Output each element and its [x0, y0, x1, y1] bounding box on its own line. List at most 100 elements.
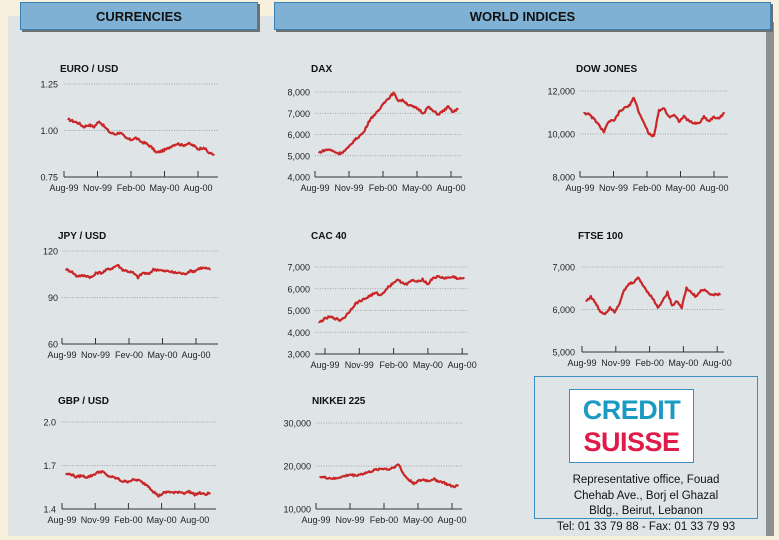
data-point: [713, 116, 715, 118]
data-point: [178, 490, 180, 493]
data-point: [628, 283, 630, 285]
data-point: [676, 300, 678, 302]
ad-address-line: Chehab Ave., Borj el Ghazal: [573, 489, 719, 502]
data-point: [354, 303, 357, 305]
data-point: [204, 493, 206, 496]
x-tick-label: Fev-00: [115, 350, 143, 360]
x-tick-label: Feb-00: [635, 358, 664, 368]
data-point: [416, 281, 419, 283]
ad-address: Representative office, Fouad Chehab Ave.…: [535, 473, 757, 535]
x-tick-label: Nov-99: [599, 183, 628, 193]
data-point: [385, 288, 388, 290]
data-point: [96, 472, 98, 474]
data-point: [688, 120, 690, 122]
y-tick-label: 5,000: [287, 151, 310, 161]
chart-title: GBP / USD: [58, 396, 109, 407]
x-tick-label: Nov-99: [81, 350, 110, 360]
data-point: [111, 267, 114, 269]
data-point: [678, 120, 680, 122]
chart-gbp-usd: GBP / USD 1.4 1.7 2.0 Aug-99 Nov-99 Feb-00 May-…: [0, 387, 250, 527]
data-point: [452, 485, 454, 488]
chart-title: NIKKEI 225: [312, 396, 366, 407]
x-tick-label: Aug-99: [310, 360, 339, 370]
data-point: [358, 473, 361, 476]
data-point: [318, 321, 320, 324]
x-tick-label: Aug-00: [180, 515, 209, 525]
data-point: [412, 482, 415, 484]
data-point: [328, 316, 331, 318]
data-point: [359, 299, 362, 302]
logo-line-credit: CREDIT: [582, 395, 681, 425]
data-point: [176, 142, 179, 145]
data-point: [432, 478, 435, 480]
data-point: [398, 463, 400, 466]
data-point: [378, 468, 380, 470]
nikkei225-svg: NIKKEI 225 10,000 20,000 30,000 Aug-99 Nov-99…: [283, 396, 466, 525]
data-point: [618, 111, 620, 114]
data-point: [208, 152, 210, 154]
y-tick-label: 3,000: [287, 350, 310, 360]
y-tick-label: 1.00: [40, 126, 58, 136]
chart-dax: DAX 4,000 5,000 6,000 7,000 8,000 Aug-99 Nov-99…: [262, 55, 472, 215]
logo-line-suisse: SUISSE: [583, 427, 680, 457]
x-tick-label: Aug-99: [47, 350, 76, 360]
panel-shadow: [766, 22, 774, 536]
data-point: [188, 270, 191, 272]
data-point: [372, 114, 375, 117]
x-tick-label: Aug-99: [301, 515, 330, 525]
chart-nikkei-225: NIKKEI 225 10,000 20,000 30,000 Aug-99 Nov-99…: [262, 387, 472, 527]
x-tick-label: Aug-99: [49, 183, 78, 193]
data-point: [116, 264, 119, 266]
data-point: [427, 283, 429, 286]
data-point: [638, 111, 640, 114]
y-tick-label: 10,000: [283, 505, 311, 515]
x-tick-label: May-00: [147, 350, 177, 360]
data-point: [70, 473, 72, 475]
series-line: [65, 263, 211, 280]
data-point: [329, 477, 331, 479]
data-point: [65, 268, 67, 271]
data-point: [652, 298, 654, 300]
data-point: [422, 479, 425, 481]
data-point: [114, 133, 116, 135]
data-point: [452, 276, 455, 278]
data-point: [714, 293, 716, 296]
x-tick-label: Nov-99: [334, 183, 363, 193]
x-tick-label: Aug-99: [565, 183, 594, 193]
gbpusd-svg: GBP / USD 1.4 1.7 2.0 Aug-99 Nov-99 Feb-00 May-…: [43, 396, 216, 525]
data-point: [183, 273, 186, 276]
data-point: [658, 109, 660, 112]
data-point: [349, 309, 351, 312]
data-point: [648, 133, 650, 135]
cac40-svg: CAC 40 3,000 4,000 5,000 6,000 7,000 Aug-99 Nov…: [287, 231, 476, 370]
data-point: [343, 475, 346, 478]
data-point: [387, 97, 390, 100]
data-point: [653, 135, 655, 137]
x-tick-label: Aug-00: [437, 515, 466, 525]
data-point: [343, 150, 345, 153]
data-point: [348, 146, 350, 149]
data-point: [642, 285, 645, 287]
data-point: [668, 116, 670, 118]
data-point: [427, 480, 430, 482]
chart-title: DAX: [311, 64, 332, 75]
data-point: [101, 470, 103, 473]
data-point: [447, 484, 449, 486]
data-point: [198, 267, 201, 269]
data-point: [452, 111, 454, 113]
data-point: [168, 270, 170, 272]
dowjones-svg: DOW JONES 8,000 10,000 12,000 Aug-99 Nov-99 Fe…: [547, 64, 728, 193]
data-point: [407, 479, 410, 481]
data-point: [193, 493, 196, 496]
data-point: [690, 291, 693, 294]
data-point: [80, 275, 83, 277]
data-point: [608, 120, 610, 122]
y-tick-label: 2.0: [43, 418, 56, 428]
x-tick-label: May-00: [668, 358, 698, 368]
data-point: [75, 275, 78, 277]
data-point: [132, 271, 134, 274]
data-point: [671, 304, 673, 307]
x-tick-label: Nov-99: [83, 183, 112, 193]
data-point: [96, 271, 98, 274]
data-point: [623, 289, 626, 292]
